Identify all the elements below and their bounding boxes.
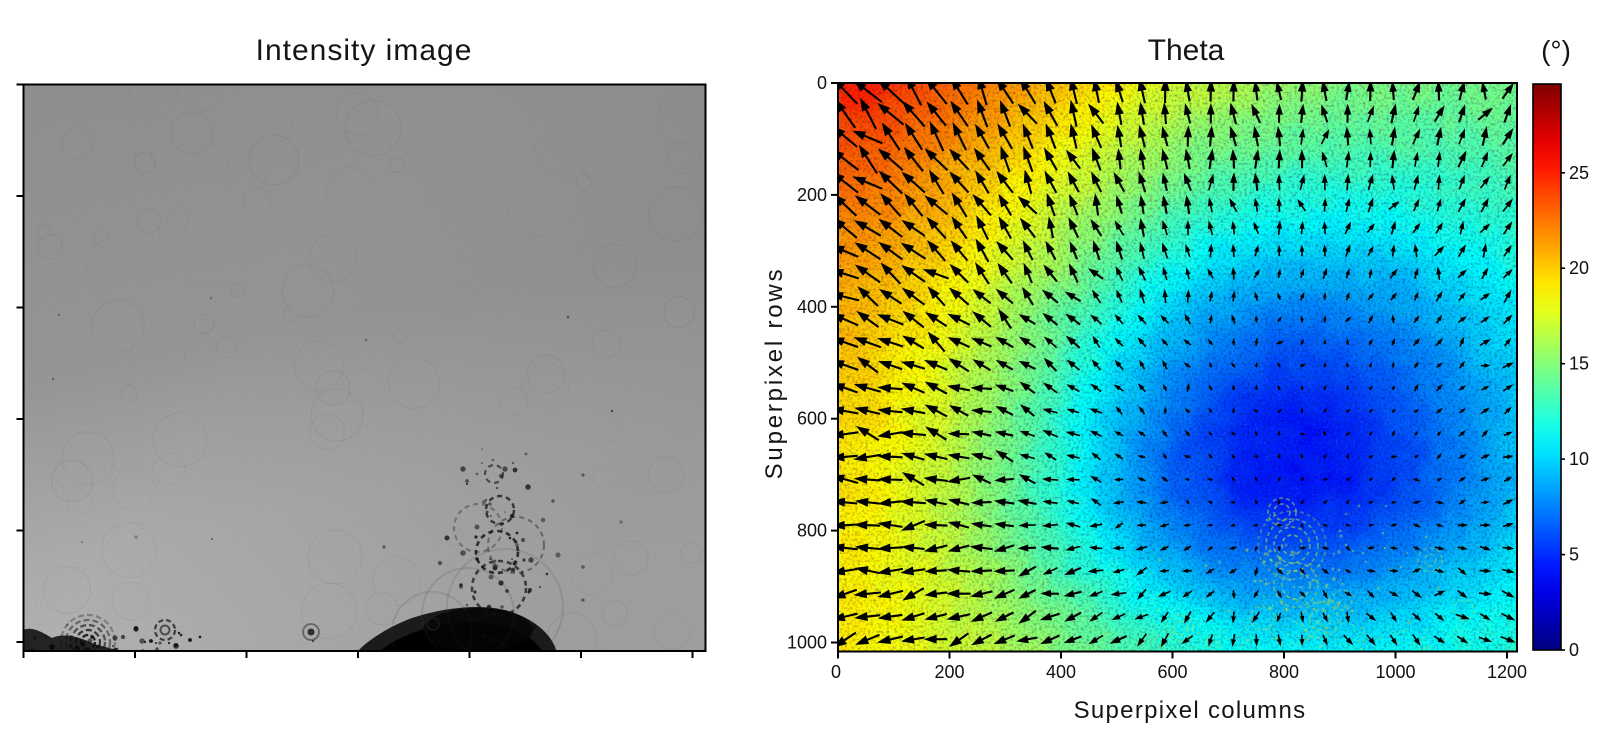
svg-text:20: 20 xyxy=(1569,258,1589,278)
svg-text:Superpixel rows: Superpixel rows xyxy=(761,267,788,480)
svg-text:200: 200 xyxy=(797,185,827,205)
svg-text:15: 15 xyxy=(1569,354,1589,374)
svg-text:600: 600 xyxy=(797,409,827,429)
svg-text:25: 25 xyxy=(1569,163,1589,183)
svg-text:800: 800 xyxy=(1269,662,1299,682)
svg-text:10: 10 xyxy=(1569,449,1589,469)
svg-text:400: 400 xyxy=(1046,662,1076,682)
svg-text:400: 400 xyxy=(797,297,827,317)
svg-text:0: 0 xyxy=(1569,640,1579,660)
svg-text:Intensity image: Intensity image xyxy=(256,34,473,67)
svg-text:Theta: Theta xyxy=(1148,34,1225,67)
svg-text:0: 0 xyxy=(817,73,827,93)
svg-text:600: 600 xyxy=(1157,662,1187,682)
svg-text:1000: 1000 xyxy=(1375,662,1415,682)
svg-text:1000: 1000 xyxy=(787,633,827,653)
svg-text:Superpixel columns: Superpixel columns xyxy=(1074,697,1307,724)
svg-text:(°): (°) xyxy=(1541,35,1571,66)
svg-text:5: 5 xyxy=(1569,545,1579,565)
svg-text:0: 0 xyxy=(831,662,841,682)
svg-text:1200: 1200 xyxy=(1487,662,1527,682)
svg-text:200: 200 xyxy=(934,662,964,682)
svg-text:800: 800 xyxy=(797,521,827,541)
